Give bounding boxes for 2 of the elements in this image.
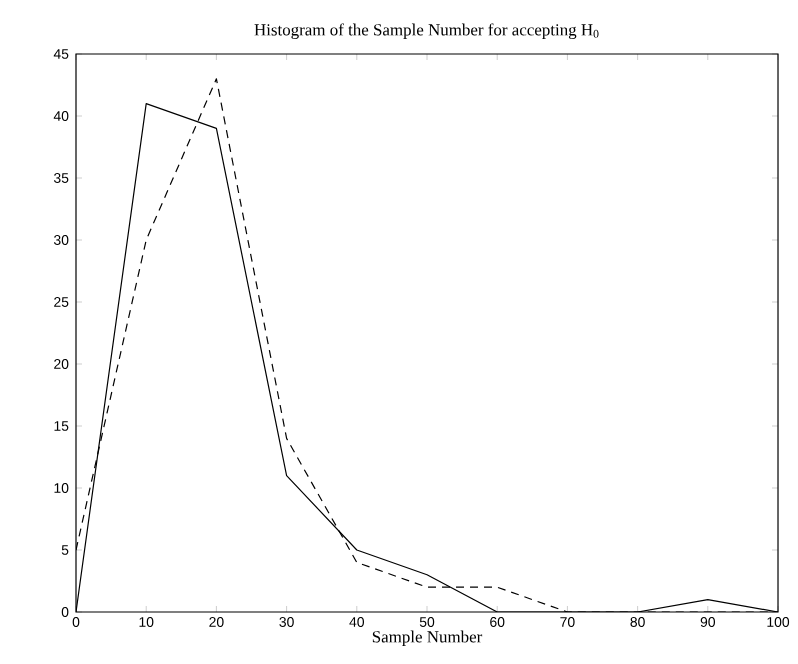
x-axis-title: Sample Number xyxy=(372,630,483,646)
chart-title: Histogram of the Sample Number for accepting H$_{0}$ xyxy=(254,23,599,40)
